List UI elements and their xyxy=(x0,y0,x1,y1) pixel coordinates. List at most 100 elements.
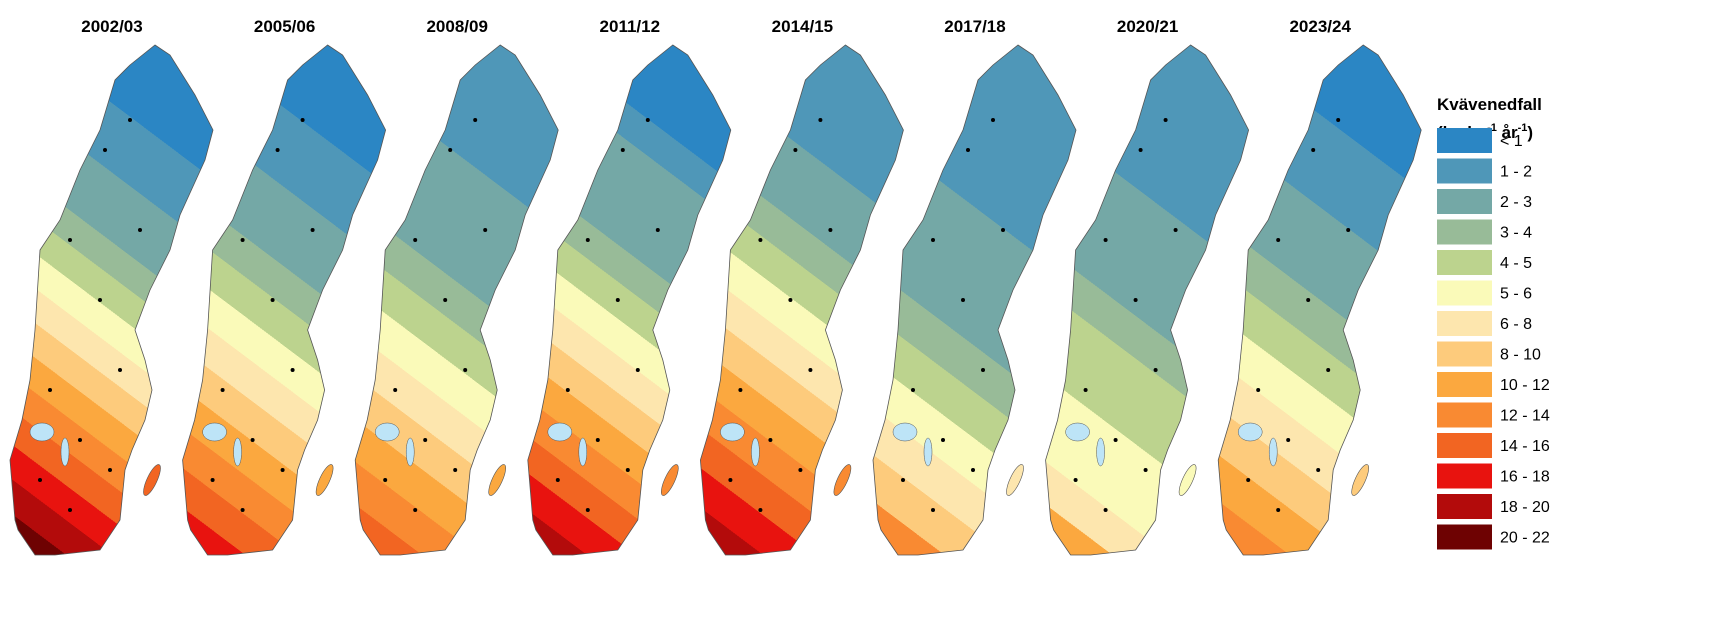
legend-label: 20 - 22 xyxy=(1500,530,1550,547)
lake xyxy=(892,422,918,442)
legend-label: 3 - 4 xyxy=(1500,225,1532,242)
lake xyxy=(60,437,70,467)
country-shape xyxy=(699,44,904,556)
station-dot xyxy=(443,298,448,302)
station-dot xyxy=(1113,438,1118,442)
station-dot xyxy=(1256,388,1261,392)
station-dot xyxy=(991,118,995,122)
station-dot xyxy=(818,118,823,122)
gotland xyxy=(1178,464,1197,496)
lake xyxy=(374,422,400,442)
country-map xyxy=(699,44,904,556)
country-shape xyxy=(1045,44,1250,556)
station-dot xyxy=(48,388,52,392)
station-dot xyxy=(290,368,295,372)
station-dot xyxy=(275,148,280,152)
station-dot xyxy=(768,438,773,442)
station-dot xyxy=(931,508,935,512)
station-dot xyxy=(463,368,468,372)
country-shape xyxy=(1217,44,1422,556)
station-dot xyxy=(1316,468,1321,472)
legend-label: 12 - 14 xyxy=(1500,408,1550,425)
station-dot xyxy=(1138,148,1143,152)
station-dot xyxy=(393,388,398,392)
legend-swatch xyxy=(1437,463,1492,489)
station-dot xyxy=(138,228,142,232)
station-dot xyxy=(473,118,478,122)
station-dot xyxy=(966,148,970,152)
map-title: 2011/12 xyxy=(600,17,661,36)
station-dot xyxy=(620,148,625,152)
station-dot xyxy=(128,118,132,122)
legend-swatch xyxy=(1437,219,1492,245)
station-dot xyxy=(108,468,112,472)
country-shape xyxy=(354,44,559,556)
station-dot xyxy=(931,238,935,242)
station-dot xyxy=(1153,368,1158,372)
station-dot xyxy=(250,438,255,442)
station-dot xyxy=(645,118,650,122)
station-dot xyxy=(798,468,803,472)
station-dot xyxy=(655,228,660,232)
station-dot xyxy=(280,468,285,472)
station-dot xyxy=(565,388,570,392)
legend-label: 8 - 10 xyxy=(1500,347,1541,364)
station-dot xyxy=(635,368,640,372)
lake xyxy=(720,422,745,442)
station-dot xyxy=(738,388,743,392)
gotland xyxy=(661,464,679,496)
station-dot xyxy=(758,508,763,512)
station-dot xyxy=(118,368,122,372)
station-dot xyxy=(78,438,82,442)
station-dot xyxy=(981,368,985,372)
station-dot xyxy=(38,478,42,482)
station-dot xyxy=(103,148,107,152)
station-dot xyxy=(1001,228,1005,232)
station-dot xyxy=(220,388,225,392)
map-title: 2023/24 xyxy=(1289,17,1351,36)
legend-label: 4 - 5 xyxy=(1500,255,1532,272)
station-dot xyxy=(758,238,763,242)
gotland xyxy=(143,464,161,496)
legend-label: < 1 xyxy=(1500,133,1523,150)
map-title: 2017/18 xyxy=(944,17,1005,36)
country-map xyxy=(872,44,1077,556)
station-dot xyxy=(1143,468,1148,472)
legend-swatch xyxy=(1437,372,1492,397)
unit-text: ) xyxy=(1527,123,1533,142)
legend-swatch xyxy=(1437,158,1492,184)
legend-swatch xyxy=(1437,433,1492,458)
station-dot xyxy=(1326,368,1331,372)
station-dot xyxy=(911,388,915,392)
country-shape xyxy=(9,44,214,556)
unit-sup: -1 xyxy=(1518,122,1528,134)
station-dot xyxy=(1286,438,1291,442)
map-title: 2014/15 xyxy=(772,17,833,36)
station-dot xyxy=(941,438,945,442)
station-dot xyxy=(413,238,418,242)
station-dot xyxy=(68,238,72,242)
country-map xyxy=(1217,44,1422,556)
country-shape xyxy=(527,44,732,556)
station-dot xyxy=(383,478,388,482)
station-dot xyxy=(961,298,965,302)
country-map xyxy=(9,44,214,556)
unit-text: år xyxy=(1497,123,1518,142)
lake xyxy=(1268,437,1278,467)
legend-swatch xyxy=(1437,341,1492,367)
station-dot xyxy=(240,508,245,512)
gotland xyxy=(1351,464,1369,496)
station-dot xyxy=(828,228,833,232)
station-dot xyxy=(423,438,428,442)
legend-label: 5 - 6 xyxy=(1500,286,1532,303)
gotland xyxy=(315,464,334,496)
gotland xyxy=(1006,464,1024,496)
map-title: 2020/21 xyxy=(1117,17,1178,36)
station-dot xyxy=(1073,478,1078,482)
country-map xyxy=(527,44,732,556)
station-dot xyxy=(788,298,793,302)
station-dot xyxy=(98,298,102,302)
station-dot xyxy=(1276,508,1281,512)
map-title: 2008/09 xyxy=(426,17,487,36)
station-dot xyxy=(413,508,418,512)
